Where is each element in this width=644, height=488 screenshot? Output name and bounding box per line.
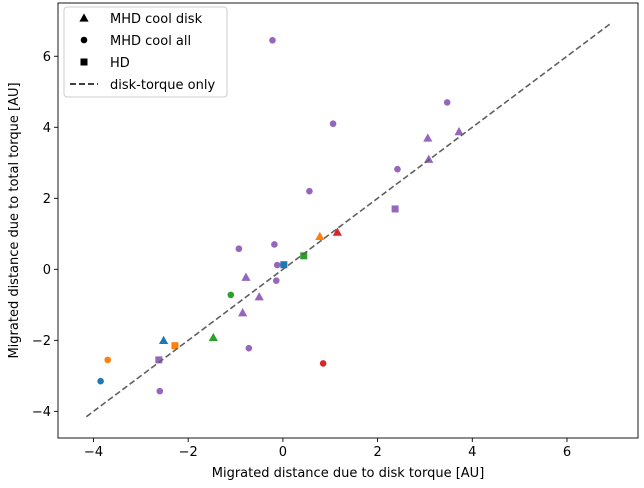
legend-triangle-icon [79,13,89,22]
x-tick-label: 0 [279,445,287,460]
data-point-circle [227,291,235,299]
y-axis-label: Migrated distance due to total torque [A… [7,82,22,358]
data-point-circle [319,360,327,367]
data-point-circle [306,187,313,195]
data-point-circle [156,387,164,395]
data-point-triangle [238,308,248,317]
x-tick-label: 6 [563,445,571,460]
y-tick-label: 0 [43,263,51,278]
disk-torque-only-line [85,21,613,418]
x-tick-label: −2 [179,445,198,460]
data-point-circle [329,120,337,128]
data-point-circle [235,245,243,253]
x-tick-label: 2 [373,445,381,460]
data-point-triangle [454,126,464,136]
legend-label: HD [110,56,130,71]
data-point-circle [245,344,253,352]
data-point-circle [269,36,276,44]
data-point-triangle [158,335,169,345]
data-point-circle [443,99,451,106]
data-point-circle [273,261,281,269]
data-point-circle [97,377,104,385]
data-point-square [155,356,163,364]
legend-square-icon [80,58,88,66]
points-layer [97,36,464,395]
x-tick-label: 4 [468,445,476,460]
y-tick-label: 6 [43,50,51,65]
y-tick-label: −2 [32,334,51,349]
data-point-triangle [241,272,251,281]
y-tick-label: 4 [43,121,51,136]
x-ticks: −4 −2 0 2 4 6 [84,438,571,460]
data-point-circle [272,277,280,284]
reference-line-layer [85,21,613,418]
x-tick-label: −4 [84,445,103,460]
data-point-circle [394,165,401,173]
data-point-triangle [208,332,218,342]
data-point-triangle [332,227,342,236]
legend-label: MHD cool disk [110,12,203,27]
y-tick-label: −4 [32,405,51,420]
y-ticks: −4 −2 0 2 4 6 [32,50,58,420]
y-tick-label: 2 [43,192,51,207]
data-point-square [171,342,179,350]
data-point-square [391,205,399,213]
data-point-circle [104,356,112,364]
data-point-triangle [254,292,264,301]
plot-frame [57,2,639,439]
legend-circle-icon [80,36,88,44]
x-axis-label: Migrated distance due to disk torque [AU… [212,466,485,481]
legend-box [63,6,228,98]
legend-label: MHD cool all [110,34,191,49]
data-point-triangle [423,133,433,142]
legend-label: disk-torque only [110,78,215,93]
data-point-square [280,261,288,269]
data-point-triangle [315,231,325,240]
legend: MHD cool disk MHD cool all HD disk-torque o… [63,6,228,98]
data-point-circle [271,241,278,248]
data-point-square [300,252,308,260]
